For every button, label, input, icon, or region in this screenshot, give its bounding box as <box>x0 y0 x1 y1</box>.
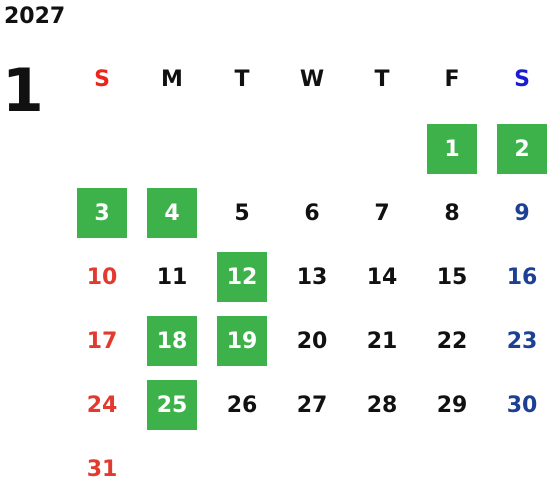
calendar-day-6[interactable]: 6 <box>304 200 320 226</box>
calendar-day-1[interactable]: 1 <box>427 124 477 174</box>
calendar-day-13[interactable]: 13 <box>296 264 328 290</box>
calendar-day-26[interactable]: 26 <box>226 392 258 418</box>
calendar-day-3[interactable]: 3 <box>77 188 127 238</box>
calendar-day-22[interactable]: 22 <box>436 328 468 354</box>
calendar-day-28[interactable]: 28 <box>366 392 398 418</box>
calendar-day-27[interactable]: 27 <box>296 392 328 418</box>
calendar-day-17[interactable]: 17 <box>86 328 118 354</box>
calendar-day-24[interactable]: 24 <box>86 392 118 418</box>
year-label: 2027 <box>4 4 66 29</box>
calendar-day-11[interactable]: 11 <box>156 264 188 290</box>
calendar-day-25[interactable]: 25 <box>147 380 197 430</box>
weekday-tuesday: T <box>234 67 250 92</box>
calendar-day-16[interactable]: 16 <box>506 264 538 290</box>
calendar-day-7[interactable]: 7 <box>374 200 390 226</box>
calendar-day-9[interactable]: 9 <box>514 200 530 226</box>
calendar-day-18[interactable]: 18 <box>147 316 197 366</box>
calendar-day-5[interactable]: 5 <box>234 200 250 226</box>
weekday-saturday: S <box>514 67 530 92</box>
calendar-day-19[interactable]: 19 <box>217 316 267 366</box>
weekday-friday: F <box>444 67 460 92</box>
weekday-wednesday: W <box>299 67 325 92</box>
calendar-day-23[interactable]: 23 <box>506 328 538 354</box>
calendar-day-2[interactable]: 2 <box>497 124 547 174</box>
calendar-day-29[interactable]: 29 <box>436 392 468 418</box>
calendar-day-4[interactable]: 4 <box>147 188 197 238</box>
weekday-sunday: S <box>94 67 110 92</box>
weekday-monday: M <box>161 67 183 92</box>
calendar-day-20[interactable]: 20 <box>296 328 328 354</box>
month-number: 1 <box>2 56 44 126</box>
calendar-day-8[interactable]: 8 <box>444 200 460 226</box>
calendar-day-12[interactable]: 12 <box>217 252 267 302</box>
calendar-day-14[interactable]: 14 <box>366 264 398 290</box>
weekday-thursday: T <box>374 67 390 92</box>
calendar-day-30[interactable]: 30 <box>506 392 538 418</box>
calendar-day-15[interactable]: 15 <box>436 264 468 290</box>
calendar-day-21[interactable]: 21 <box>366 328 398 354</box>
calendar-day-31[interactable]: 31 <box>86 456 118 482</box>
calendar-day-10[interactable]: 10 <box>86 264 118 290</box>
